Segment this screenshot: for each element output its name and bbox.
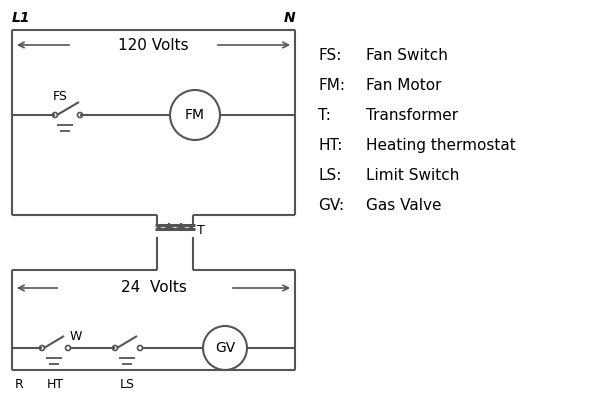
- Text: N: N: [283, 11, 295, 25]
- Text: LS: LS: [120, 378, 135, 391]
- Text: Heating thermostat: Heating thermostat: [366, 138, 516, 153]
- Text: Transformer: Transformer: [366, 108, 458, 123]
- Text: Fan Switch: Fan Switch: [366, 48, 448, 63]
- Text: Gas Valve: Gas Valve: [366, 198, 441, 213]
- Text: T:: T:: [318, 108, 331, 123]
- Text: GV:: GV:: [318, 198, 344, 213]
- Text: FS:: FS:: [318, 48, 342, 63]
- Text: FM: FM: [185, 108, 205, 122]
- Text: FM:: FM:: [318, 78, 345, 93]
- Text: R: R: [15, 378, 24, 391]
- Text: L1: L1: [12, 11, 31, 25]
- Text: 24  Volts: 24 Volts: [120, 280, 186, 296]
- Text: HT:: HT:: [318, 138, 342, 153]
- Text: HT: HT: [47, 378, 64, 391]
- Text: LS:: LS:: [318, 168, 342, 183]
- Text: Limit Switch: Limit Switch: [366, 168, 460, 183]
- Text: Fan Motor: Fan Motor: [366, 78, 441, 93]
- Text: T: T: [197, 224, 205, 236]
- Text: W: W: [70, 330, 83, 343]
- Text: GV: GV: [215, 341, 235, 355]
- Text: FS: FS: [53, 90, 68, 103]
- Text: 120 Volts: 120 Volts: [118, 38, 189, 52]
